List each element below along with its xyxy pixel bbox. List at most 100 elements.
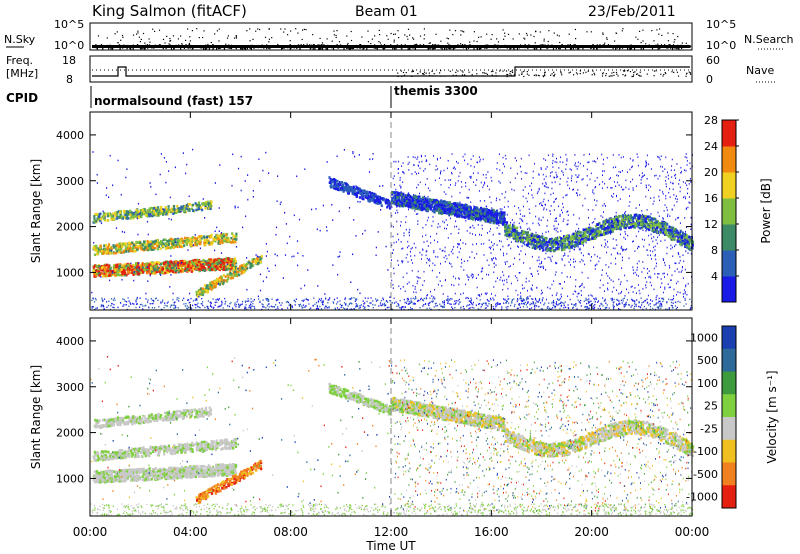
noise-point bbox=[136, 33, 138, 35]
echo-cell bbox=[108, 265, 111, 269]
echo-cell bbox=[157, 245, 161, 249]
echo-cell bbox=[172, 212, 175, 215]
echo-cell bbox=[114, 263, 118, 267]
echo-cell bbox=[419, 202, 422, 206]
echo-cell bbox=[556, 247, 559, 250]
echo-cell bbox=[92, 269, 96, 272]
echo-cell bbox=[101, 269, 104, 272]
nave-point bbox=[412, 70, 414, 72]
noise-point bbox=[295, 28, 297, 30]
echo-cell bbox=[114, 274, 117, 277]
echo-cell bbox=[471, 218, 475, 221]
echo-cell bbox=[99, 219, 102, 223]
noise-point bbox=[269, 47, 271, 50]
echo-cell bbox=[93, 275, 96, 278]
echo-cell bbox=[365, 190, 368, 194]
echo-cell bbox=[104, 244, 108, 247]
echo-cell bbox=[166, 246, 170, 250]
nave-point bbox=[633, 71, 635, 74]
echo-cell bbox=[333, 178, 336, 181]
echo-cell bbox=[121, 251, 124, 254]
echo-cell bbox=[195, 260, 198, 263]
echo-cell bbox=[148, 248, 151, 251]
echo-cell bbox=[173, 266, 176, 270]
echo-cell bbox=[125, 210, 128, 213]
echo-cell bbox=[153, 267, 157, 271]
noise-point bbox=[539, 31, 541, 33]
echo-cell bbox=[243, 263, 246, 266]
echo-cell bbox=[214, 284, 217, 288]
echo-cell bbox=[104, 267, 107, 271]
echo-cell bbox=[98, 265, 101, 268]
echo-cell bbox=[227, 277, 230, 280]
nave-point bbox=[476, 73, 478, 75]
noise-point bbox=[572, 47, 574, 50]
nave-point bbox=[615, 71, 618, 74]
echo-cell bbox=[174, 269, 177, 273]
nave-point bbox=[423, 73, 425, 76]
echo-cell bbox=[202, 235, 205, 238]
echo-cell bbox=[206, 237, 209, 241]
echo-cell bbox=[489, 211, 492, 215]
echo-cell bbox=[183, 240, 186, 243]
noise-point bbox=[181, 43, 183, 45]
noise-point bbox=[627, 48, 629, 50]
echo-cell bbox=[146, 246, 149, 249]
noise-point bbox=[667, 40, 669, 42]
echo-cell bbox=[208, 284, 211, 287]
echo-cell bbox=[173, 238, 177, 241]
echo-cell bbox=[221, 241, 224, 245]
echo-cell bbox=[203, 263, 206, 266]
echo-cell bbox=[225, 268, 228, 271]
nave-point bbox=[553, 75, 555, 77]
echo-cell bbox=[351, 192, 354, 196]
echo-cell bbox=[119, 246, 122, 249]
noise-point bbox=[596, 47, 598, 50]
echo-cell bbox=[163, 211, 166, 215]
echo-cell bbox=[179, 245, 182, 248]
noise-point bbox=[428, 47, 430, 50]
echo-cell bbox=[229, 258, 233, 261]
echo-cell bbox=[679, 243, 682, 246]
echo-cell bbox=[124, 266, 128, 270]
echo-cell bbox=[114, 214, 117, 217]
nave-point bbox=[457, 70, 459, 72]
echo-cell bbox=[104, 264, 107, 268]
echo-cell bbox=[162, 262, 166, 266]
echo-cell bbox=[124, 247, 127, 250]
noise-point bbox=[284, 28, 286, 30]
echo-cell bbox=[213, 260, 216, 263]
echo-cell bbox=[211, 284, 214, 288]
echo-cell bbox=[386, 198, 390, 202]
nave-point bbox=[686, 72, 688, 74]
echo-cell bbox=[132, 271, 135, 274]
echo-cell bbox=[127, 271, 130, 274]
echo-cell bbox=[126, 266, 129, 270]
noise-point bbox=[524, 38, 526, 40]
echo-cell bbox=[203, 239, 206, 242]
echo-cell bbox=[385, 198, 388, 201]
echo-cell bbox=[371, 193, 374, 197]
echo-cell bbox=[165, 260, 168, 264]
noise-point bbox=[577, 48, 579, 50]
echo-cell bbox=[195, 208, 198, 212]
echo-cell bbox=[368, 200, 371, 203]
noise-point bbox=[249, 28, 251, 30]
echo-cell bbox=[219, 265, 222, 268]
noise-point bbox=[392, 47, 394, 50]
noise-point bbox=[575, 38, 577, 40]
echo-cell bbox=[155, 263, 158, 266]
freq-panel-frame bbox=[89, 55, 693, 83]
echo-cell bbox=[158, 268, 161, 272]
echo-cell bbox=[410, 196, 413, 199]
echo-cell bbox=[162, 242, 165, 245]
echo-cell bbox=[97, 268, 100, 272]
noise-point bbox=[149, 41, 151, 43]
echo-cell bbox=[204, 290, 207, 294]
echo-cell bbox=[216, 258, 219, 262]
echo-cell bbox=[196, 240, 199, 243]
echo-cell bbox=[94, 248, 97, 252]
echo-cell bbox=[224, 259, 227, 262]
echo-cell bbox=[156, 261, 159, 264]
echo-cell bbox=[207, 262, 210, 265]
